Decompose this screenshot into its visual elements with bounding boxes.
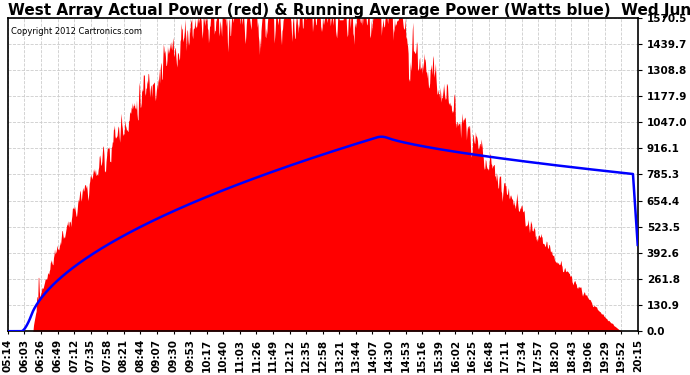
Text: Copyright 2012 Cartronics.com: Copyright 2012 Cartronics.com [11, 27, 142, 36]
Text: West Array Actual Power (red) & Running Average Power (Watts blue)  Wed Jun 20 2: West Array Actual Power (red) & Running … [8, 3, 690, 18]
